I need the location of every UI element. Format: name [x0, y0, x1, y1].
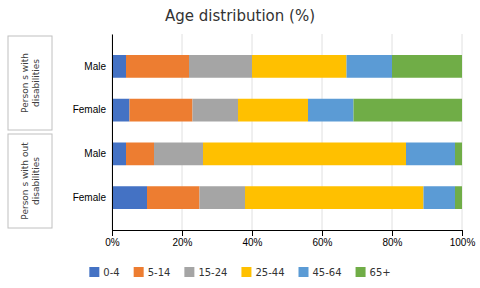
- bar: [200, 186, 246, 209]
- bars: [112, 55, 462, 209]
- legend-swatch: [241, 267, 251, 277]
- tick: 40%: [242, 230, 262, 248]
- bar: [112, 99, 130, 122]
- tick-label: 20%: [172, 237, 192, 248]
- bar: [126, 143, 154, 166]
- group-label: Person s withdisabilities: [8, 36, 52, 130]
- tick: 60%: [312, 230, 332, 248]
- legend-swatch: [184, 267, 194, 277]
- legend-item: 25-44: [241, 267, 284, 278]
- series: [126, 55, 200, 209]
- y-axis: Male Female Male Female: [73, 35, 113, 231]
- tick-label: Female: [73, 104, 107, 115]
- tick: 20%: [172, 230, 192, 248]
- bar: [245, 186, 424, 209]
- tick-label: 100%: [450, 237, 476, 248]
- annotation: Person s with outdisabilities: [20, 142, 41, 220]
- tick-label: 80%: [382, 237, 402, 248]
- tick: Female: [73, 104, 107, 115]
- bar: [238, 99, 308, 122]
- annotation-line: Person s with: [20, 53, 30, 113]
- legend-swatch: [134, 267, 144, 277]
- bar: [130, 99, 193, 122]
- series: [354, 55, 463, 209]
- tick-mark: [252, 230, 253, 236]
- series: [203, 55, 424, 209]
- legend-label: 5-14: [148, 267, 171, 278]
- axis-domain: [112, 35, 113, 231]
- legend-swatch: [89, 267, 99, 277]
- tick: Male: [84, 148, 106, 159]
- bar: [406, 143, 455, 166]
- grid-line: [112, 34, 113, 230]
- group-box: [8, 134, 52, 228]
- tick-label: Female: [73, 192, 107, 203]
- annotation-line: Person s with out: [20, 142, 30, 220]
- grid: [112, 34, 462, 230]
- bar: [126, 55, 189, 78]
- bar: [354, 99, 463, 122]
- tick-mark: [462, 230, 463, 236]
- legend-item: 65+: [356, 267, 391, 278]
- series: [112, 55, 147, 209]
- bar: [193, 99, 239, 122]
- bar: [189, 55, 252, 78]
- tick: Male: [84, 61, 106, 72]
- tick: 100%: [450, 230, 476, 248]
- legend-swatch: [356, 267, 366, 277]
- tick-mark: [112, 230, 113, 236]
- bar: [112, 143, 126, 166]
- legend: 0-4 5-14 15-24 25-44 45-64 65+: [89, 267, 390, 278]
- bar: [424, 186, 456, 209]
- annotation-line: disabilities: [31, 59, 41, 107]
- legend-item: 0-4: [89, 267, 119, 278]
- tick-label: 60%: [312, 237, 332, 248]
- bar: [147, 186, 200, 209]
- annotation-line: disabilities: [31, 157, 41, 205]
- bar: [252, 55, 347, 78]
- tick-label: 0%: [105, 237, 120, 248]
- group-label: Person s with outdisabilities: [8, 134, 52, 228]
- annotation: Person s withdisabilities: [20, 53, 41, 113]
- bar: [455, 143, 462, 166]
- bar: [455, 186, 462, 209]
- title: Age distribution (%): [165, 7, 315, 25]
- legend-label: 25-44: [255, 267, 284, 278]
- legend-label: 15-24: [198, 267, 227, 278]
- x-axis: 0% 20% 40% 60% 80% 100%: [105, 230, 475, 248]
- tick: 0%: [105, 230, 120, 248]
- tick-mark: [322, 230, 323, 236]
- tick-label: Male: [84, 148, 106, 159]
- tick: Female: [73, 192, 107, 203]
- legend-label: 0-4: [103, 267, 119, 278]
- legend-label: 65+: [370, 267, 391, 278]
- bar: [112, 186, 147, 209]
- legend-swatch: [299, 267, 309, 277]
- bar: [112, 55, 126, 78]
- group-box: [8, 36, 52, 130]
- tick-mark: [182, 230, 183, 236]
- tick: 80%: [382, 230, 402, 248]
- legend-item: 45-64: [299, 267, 342, 278]
- bar: [203, 143, 406, 166]
- series: [154, 55, 252, 209]
- bar: [392, 55, 462, 78]
- axis-domain: [113, 231, 463, 237]
- legend-item: 5-14: [134, 267, 171, 278]
- chart: Age distribution (%) 0% 20% 40% 60% 80% 100% Ma…: [0, 0, 480, 288]
- bar: [308, 99, 354, 122]
- bar: [347, 55, 393, 78]
- series: [308, 55, 455, 209]
- legend-label: 45-64: [313, 267, 342, 278]
- tick-label: Male: [84, 61, 106, 72]
- tick-label: 40%: [242, 237, 262, 248]
- legend-item: 15-24: [184, 267, 227, 278]
- tick-mark: [392, 230, 393, 236]
- bar: [154, 143, 203, 166]
